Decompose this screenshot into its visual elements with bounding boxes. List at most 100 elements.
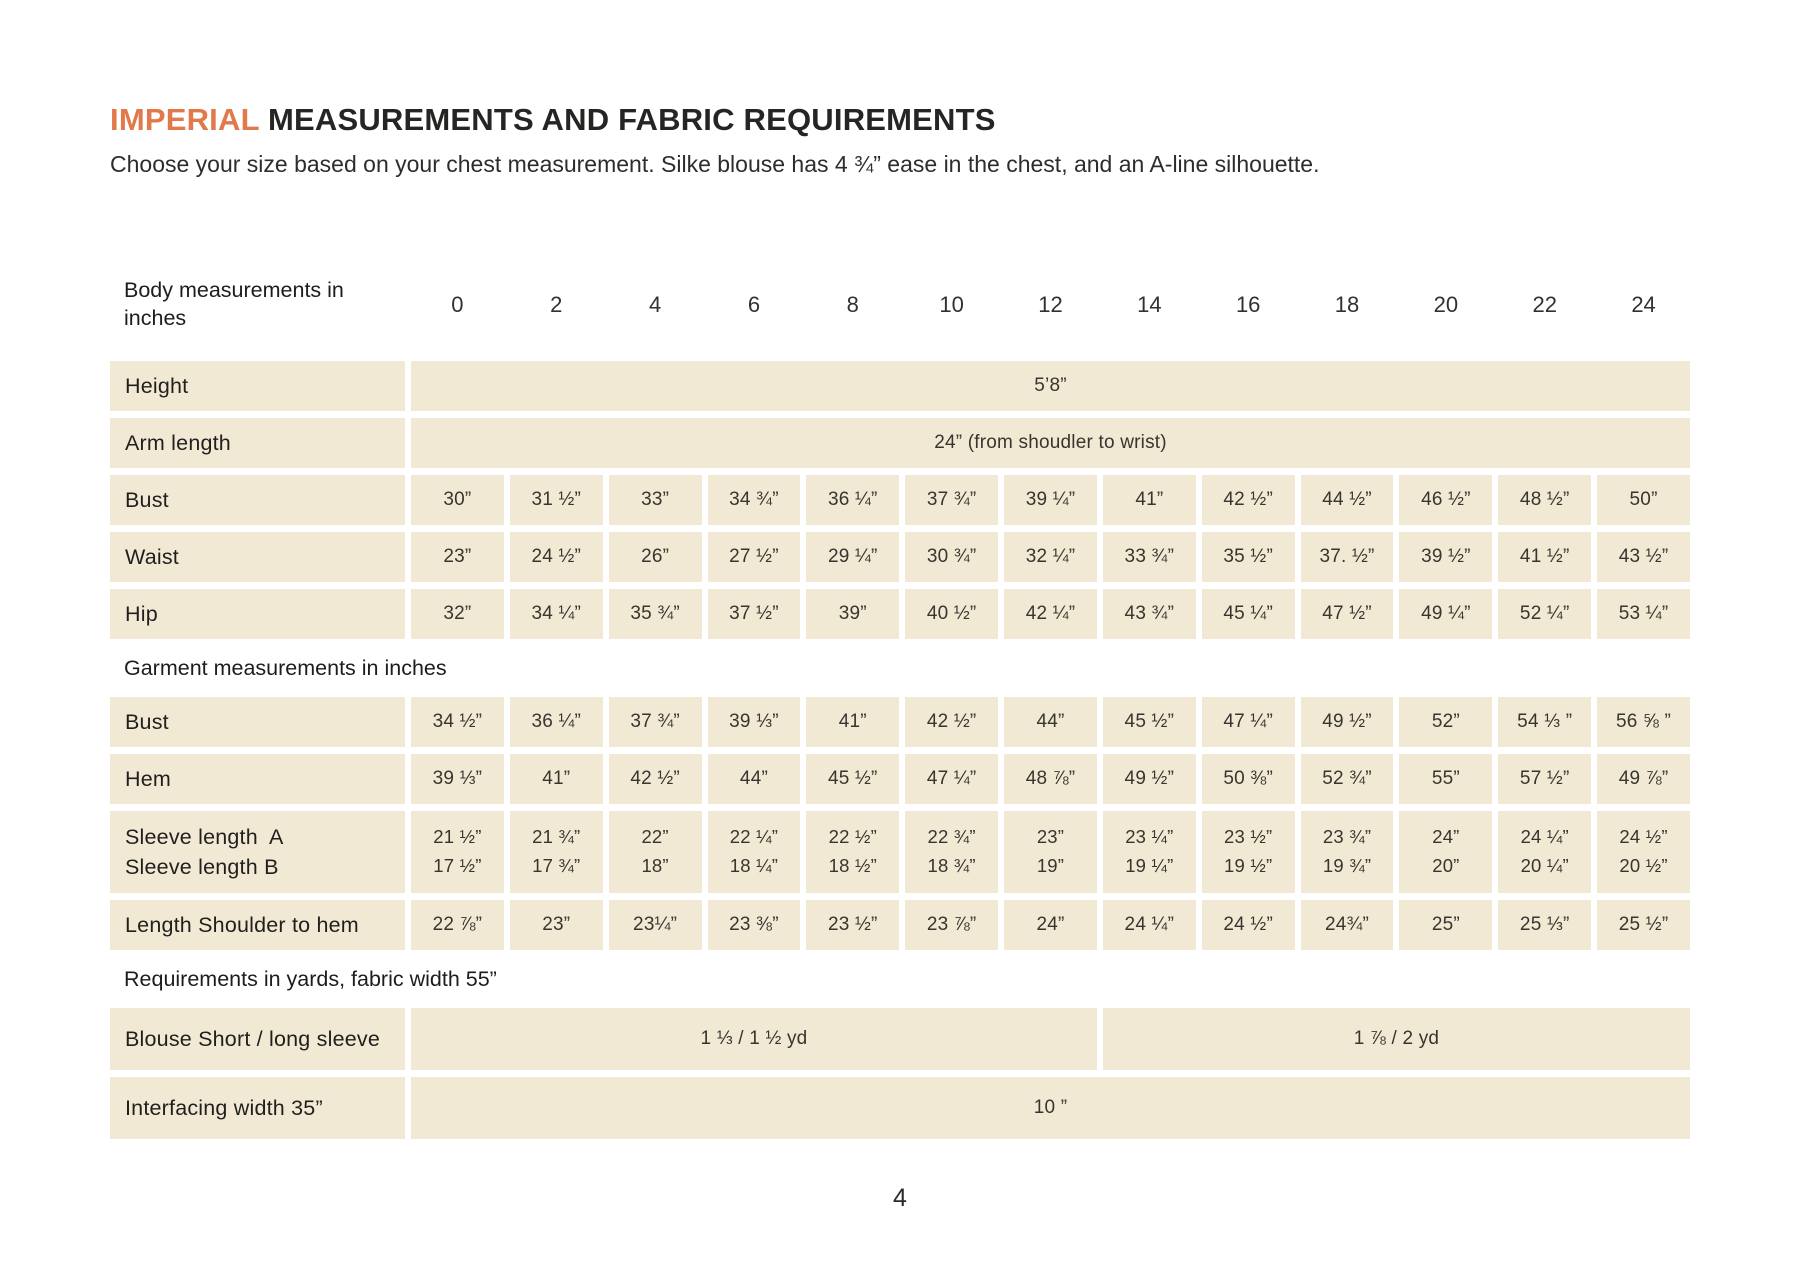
size-column-header: 16 bbox=[1235, 292, 1261, 317]
value-cell: 24 ½” bbox=[509, 532, 603, 582]
row-label: Interfacing width 35” bbox=[110, 1077, 405, 1139]
table-row: Waist 23” 24 ½” 26” 27 ½” 29 ¼” 30 ¾” 32 ¼” 33 ¾… bbox=[110, 532, 1690, 582]
measurements-table: Body measurements in inches 0 2 4 6 8 10 12 14 16… bbox=[110, 255, 1690, 1146]
value-cell: 56 ⅝ ” bbox=[1597, 697, 1690, 747]
value-cell: 50 ⅜” bbox=[1201, 754, 1295, 804]
value-cell: 41” bbox=[509, 754, 603, 804]
value-cell: 43 ½” bbox=[1597, 532, 1690, 582]
merged-value-cell: 10 ” bbox=[411, 1077, 1690, 1139]
value-cell: 24 ¼” 20 ¼” bbox=[1498, 811, 1592, 893]
table-row: Blouse Short / long sleeve 1 ⅓ / 1 ½ yd 1 … bbox=[110, 1008, 1690, 1070]
size-column-header: 0 bbox=[451, 292, 464, 317]
value-line-b: 18 ¾” bbox=[927, 855, 976, 876]
value-line-a: 22” bbox=[641, 826, 669, 848]
page-number: 4 bbox=[893, 1184, 907, 1212]
value-cell: 54 ⅓ ” bbox=[1498, 697, 1592, 747]
value-cell: 47 ¼” bbox=[905, 754, 999, 804]
value-cell: 34 ¼” bbox=[509, 589, 603, 639]
value-cell: 37 ¾” bbox=[608, 697, 702, 747]
value-cell: 29 ¼” bbox=[806, 532, 900, 582]
value-cell: 39 ¼” bbox=[1004, 475, 1097, 525]
value-cell: 27 ½” bbox=[707, 532, 801, 582]
value-cell: 23 ½” 19 ½” bbox=[1201, 811, 1295, 893]
value-line-a: 21 ½” bbox=[433, 826, 482, 848]
value-cell: 21 ¾” 17 ¾” bbox=[509, 811, 603, 893]
value-line-a: 23 ¼” bbox=[1125, 826, 1174, 848]
value-cell: 42 ½” bbox=[905, 697, 999, 747]
value-cell: 25 ⅓” bbox=[1498, 900, 1592, 950]
value-cell: 43 ¾” bbox=[1102, 589, 1196, 639]
value-cell: 45 ¼” bbox=[1201, 589, 1295, 639]
size-column-header: 6 bbox=[747, 292, 761, 317]
value-cell: 39 ½” bbox=[1399, 532, 1493, 582]
section-label-row: Requirements in yards, fabric width 55” bbox=[110, 957, 1690, 1001]
value-cell: 47 ¼” bbox=[1201, 697, 1295, 747]
value-cell: 24 ½” bbox=[1201, 900, 1295, 950]
size-column-header: 20 bbox=[1433, 292, 1459, 317]
row-label: Hip bbox=[110, 589, 405, 639]
value-line-b: 17 ¾” bbox=[532, 855, 581, 876]
value-cell: 41” bbox=[1102, 475, 1196, 525]
value-cell: 53 ¼” bbox=[1597, 589, 1690, 639]
value-cell: 45 ½” bbox=[806, 754, 900, 804]
value-cell: 32 ¼” bbox=[1004, 532, 1097, 582]
page-title: IMPERIAL MEASUREMENTS AND FABRIC REQUIRE… bbox=[110, 102, 996, 138]
value-line-a: 22 ½” bbox=[828, 826, 877, 848]
value-cell: 23 ½” bbox=[806, 900, 900, 950]
table-row: Arm length 24” (from shoudler to wrist) bbox=[110, 418, 1690, 468]
size-column-header: 10 bbox=[939, 292, 964, 317]
value-line-b: 19 ¾” bbox=[1322, 855, 1372, 876]
table-row: Hem 39 ⅓” 41” 42 ½” 44” 45 ½” 47 ¼” 48 ⅞” 49 ½” 5… bbox=[110, 754, 1690, 804]
table-row: Bust 34 ½” 36 ¼” 37 ¾” 39 ⅓” 41” 42 ½” 44” 45 ½”… bbox=[110, 697, 1690, 747]
row-label: Hem bbox=[110, 754, 405, 804]
value-line-b: 19” bbox=[1036, 855, 1065, 876]
value-cell: 33 ¾” bbox=[1102, 532, 1196, 582]
row-label-line: Sleeve length B bbox=[125, 855, 279, 879]
value-cell: 33” bbox=[608, 475, 702, 525]
table-row: Height 5’8” bbox=[110, 361, 1690, 411]
value-cell: 49 ½” bbox=[1102, 754, 1196, 804]
value-line-b: 19 ½” bbox=[1224, 855, 1273, 876]
row-label: Bust bbox=[110, 697, 405, 747]
size-column-header: 14 bbox=[1137, 292, 1162, 317]
value-cell: 49 ½” bbox=[1300, 697, 1394, 747]
value-line-a: 22 ¾” bbox=[927, 826, 976, 848]
value-cell: 23 ⅜” bbox=[707, 900, 801, 950]
value-line-a: 22 ¼” bbox=[729, 826, 779, 848]
merged-value-cell: 24” (from shoudler to wrist) bbox=[411, 418, 1690, 468]
value-cell: 49 ¼” bbox=[1399, 589, 1493, 639]
size-header-row: Body measurements in inches 0 2 4 6 8 10 12 14 16… bbox=[110, 255, 1690, 355]
value-cell: 24 ¼” bbox=[1102, 900, 1196, 950]
size-column-header: 8 bbox=[846, 292, 859, 317]
value-cell: 24¾” bbox=[1300, 900, 1394, 950]
table-row: Hip 32” 34 ¼” 35 ¾” 37 ½” 39” 40 ½” 42 ¼” 43 ¾” 4… bbox=[110, 589, 1690, 639]
row-label: Blouse Short / long sleeve bbox=[110, 1008, 405, 1070]
row-label: Sleeve length A Sleeve length B bbox=[110, 811, 405, 893]
value-cell: 42 ½” bbox=[1201, 475, 1295, 525]
value-cell: 48 ⅞” bbox=[1004, 754, 1097, 804]
value-cell: 23 ¾” 19 ¾” bbox=[1300, 811, 1394, 893]
value-cell: 39 ⅓” bbox=[707, 697, 801, 747]
table-corner-label: Body measurements in inches bbox=[124, 278, 344, 330]
merged-value-cell: 1 ⅓ / 1 ½ yd bbox=[411, 1008, 1097, 1070]
value-cell: 35 ¾” bbox=[608, 589, 702, 639]
row-label: Waist bbox=[110, 532, 405, 582]
value-line-a: 24 ½” bbox=[1619, 826, 1668, 848]
value-cell: 22 ¾” 18 ¾” bbox=[905, 811, 999, 893]
value-cell: 37 ½” bbox=[707, 589, 801, 639]
merged-value-cell: 1 ⅞ / 2 yd bbox=[1102, 1008, 1690, 1070]
value-cell: 45 ½” bbox=[1102, 697, 1196, 747]
table-row: Interfacing width 35” 10 ” bbox=[110, 1077, 1690, 1139]
table-row: Length Shoulder to hem 22 ⅞” 23” 23¼” 23 ⅜” 2… bbox=[110, 900, 1690, 950]
size-column-header: 24 bbox=[1631, 292, 1656, 317]
row-label: Length Shoulder to hem bbox=[110, 900, 405, 950]
section-label: Requirements in yards, fabric width 55” bbox=[124, 966, 497, 991]
value-line-b: 20 ½” bbox=[1619, 855, 1668, 876]
value-cell: 44 ½” bbox=[1300, 475, 1394, 525]
row-label: Bust bbox=[110, 475, 405, 525]
value-cell: 34 ½” bbox=[411, 697, 504, 747]
value-cell: 36 ¼” bbox=[509, 697, 603, 747]
value-line-a: 21 ¾” bbox=[532, 826, 581, 848]
value-cell: 34 ¾” bbox=[707, 475, 801, 525]
